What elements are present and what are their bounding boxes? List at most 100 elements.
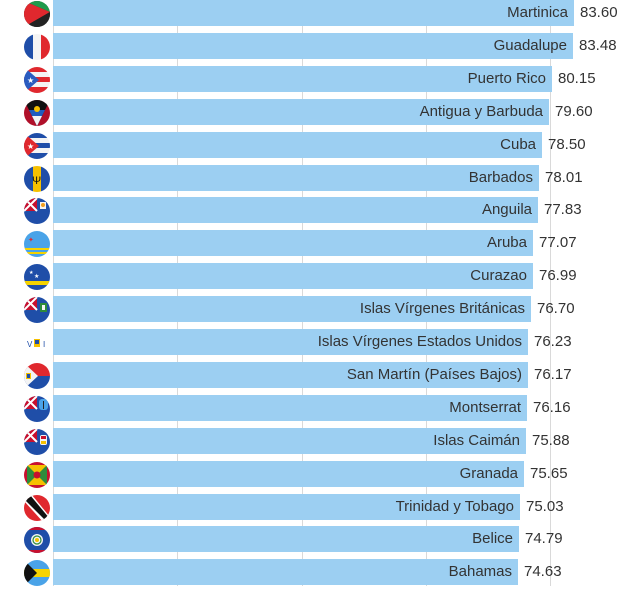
category-label: Montserrat: [449, 399, 521, 416]
bar-row: ★ Puerto Rico 80.15: [0, 66, 626, 99]
category-label: Curazao: [470, 267, 527, 284]
anguilla-flag-icon: [24, 198, 50, 224]
bar-row: Montserrat 76.16: [0, 395, 626, 428]
bar[interactable]: Bahamas: [53, 559, 518, 585]
gridline-60: [426, 0, 427, 586]
bar[interactable]: Antigua y Barbuda: [53, 99, 549, 125]
category-label: Granada: [459, 465, 518, 482]
bar[interactable]: Granada: [53, 461, 524, 487]
antigua-barbuda-flag-icon: [24, 100, 50, 126]
value-label: 79.60: [555, 103, 593, 120]
category-label: Puerto Rico: [467, 70, 546, 87]
value-label: 75.65: [530, 465, 568, 482]
value-label: 76.16: [533, 399, 571, 416]
category-label: Aruba: [486, 234, 527, 251]
value-label: 77.83: [544, 201, 582, 218]
bar[interactable]: Guadalupe: [53, 33, 573, 59]
france-flag-icon: [24, 34, 50, 60]
value-label: 75.03: [526, 498, 564, 515]
category-label: Islas Vírgenes Estados Unidos: [317, 333, 522, 350]
value-label: 76.23: [534, 333, 572, 350]
bahamas-flag-icon: [24, 560, 50, 586]
gridline-0: [53, 0, 54, 586]
svg-text:★: ★: [27, 76, 34, 85]
svg-text:★: ★: [29, 270, 34, 276]
bar-row: ✦ Aruba 77.07: [0, 230, 626, 263]
bar-row: ★ Cuba 78.50: [0, 132, 626, 165]
bar-row: ★ ★ Curazao 76.99: [0, 263, 626, 296]
bar[interactable]: Montserrat: [53, 395, 527, 421]
category-label: Trinidad y Tobago: [395, 498, 514, 515]
svg-text:★: ★: [34, 273, 39, 280]
value-label: 76.70: [537, 300, 575, 317]
bar-row: San Martín (Países Bajos) 76.17: [0, 362, 626, 395]
value-label: 76.17: [534, 366, 572, 383]
puerto-rico-flag-icon: ★: [24, 67, 50, 93]
value-label: 83.48: [579, 37, 617, 54]
value-label: 83.60: [580, 4, 618, 21]
bar-row: Islas Vírgenes Británicas 76.70: [0, 296, 626, 329]
trinidad-tobago-flag-icon: [24, 495, 50, 521]
bar[interactable]: Barbados: [53, 165, 539, 191]
cuba-flag-icon: ★: [24, 133, 50, 159]
svg-text:V: V: [27, 340, 33, 349]
british-virgin-islands-flag-icon: [24, 297, 50, 323]
svg-text:★: ★: [27, 142, 34, 151]
aruba-flag-icon: ✦: [24, 231, 50, 257]
category-label: San Martín (Países Bajos): [346, 366, 522, 383]
belize-flag-icon: [24, 527, 50, 553]
bar[interactable]: San Martín (Países Bajos): [53, 362, 528, 388]
bar-row: Islas Caimán 75.88: [0, 428, 626, 461]
bar[interactable]: Aruba: [53, 230, 533, 256]
category-label: Cuba: [500, 136, 536, 153]
category-label: Martinica: [507, 4, 568, 21]
montserrat-flag-icon: [24, 396, 50, 422]
value-label: 78.50: [548, 136, 586, 153]
value-label: 74.63: [524, 563, 562, 580]
barbados-flag-icon: Ψ: [24, 166, 50, 192]
value-label: 77.07: [539, 234, 577, 251]
value-label: 80.15: [558, 70, 596, 87]
category-label: Bahamas: [448, 563, 512, 580]
martinique-flag-icon: [24, 1, 50, 27]
value-label: 76.99: [539, 267, 577, 284]
cayman-islands-flag-icon: [24, 429, 50, 455]
bar[interactable]: Anguila: [53, 197, 538, 223]
bar-row: Bahamas 74.63: [0, 559, 626, 592]
category-label: Antigua y Barbuda: [419, 103, 543, 120]
svg-text:✦: ✦: [28, 236, 34, 244]
category-label: Belice: [472, 530, 513, 547]
value-label: 74.79: [525, 530, 563, 547]
bar[interactable]: Islas Vírgenes Estados Unidos: [53, 329, 528, 355]
bar-row: Belice 74.79: [0, 526, 626, 559]
category-label: Guadalupe: [493, 37, 567, 54]
bar[interactable]: Islas Vírgenes Británicas: [53, 296, 531, 322]
bar[interactable]: Martinica: [53, 0, 574, 26]
category-label: Islas Caimán: [433, 432, 520, 449]
bar-row: Martinica 83.60: [0, 0, 626, 33]
bar[interactable]: Cuba: [53, 132, 542, 158]
bar[interactable]: Puerto Rico: [53, 66, 552, 92]
bar-row: Guadalupe 83.48: [0, 33, 626, 66]
bar-row: Ψ Barbados 78.01: [0, 165, 626, 198]
bar-row: Granada 75.65: [0, 461, 626, 494]
category-label: Anguila: [481, 201, 532, 218]
gridline-20: [177, 0, 178, 586]
curacao-flag-icon: ★ ★: [24, 264, 50, 290]
bar[interactable]: Trinidad y Tobago: [53, 494, 520, 520]
bar[interactable]: Curazao: [53, 263, 533, 289]
gridline-40: [302, 0, 303, 586]
bar-row: Antigua y Barbuda 79.60: [0, 99, 626, 132]
bar[interactable]: Islas Caimán: [53, 428, 526, 454]
svg-text:I: I: [43, 340, 45, 349]
value-label: 75.88: [532, 432, 570, 449]
svg-text:Ψ: Ψ: [32, 175, 41, 187]
grenada-flag-icon: [24, 462, 50, 488]
category-label: Barbados: [468, 169, 533, 186]
bar-row: Anguila 77.83: [0, 197, 626, 230]
category-label: Islas Vírgenes Británicas: [359, 300, 525, 317]
bar[interactable]: Belice: [53, 526, 519, 552]
sint-maarten-flag-icon: [24, 363, 50, 389]
bar-row: Trinidad y Tobago 75.03: [0, 494, 626, 527]
